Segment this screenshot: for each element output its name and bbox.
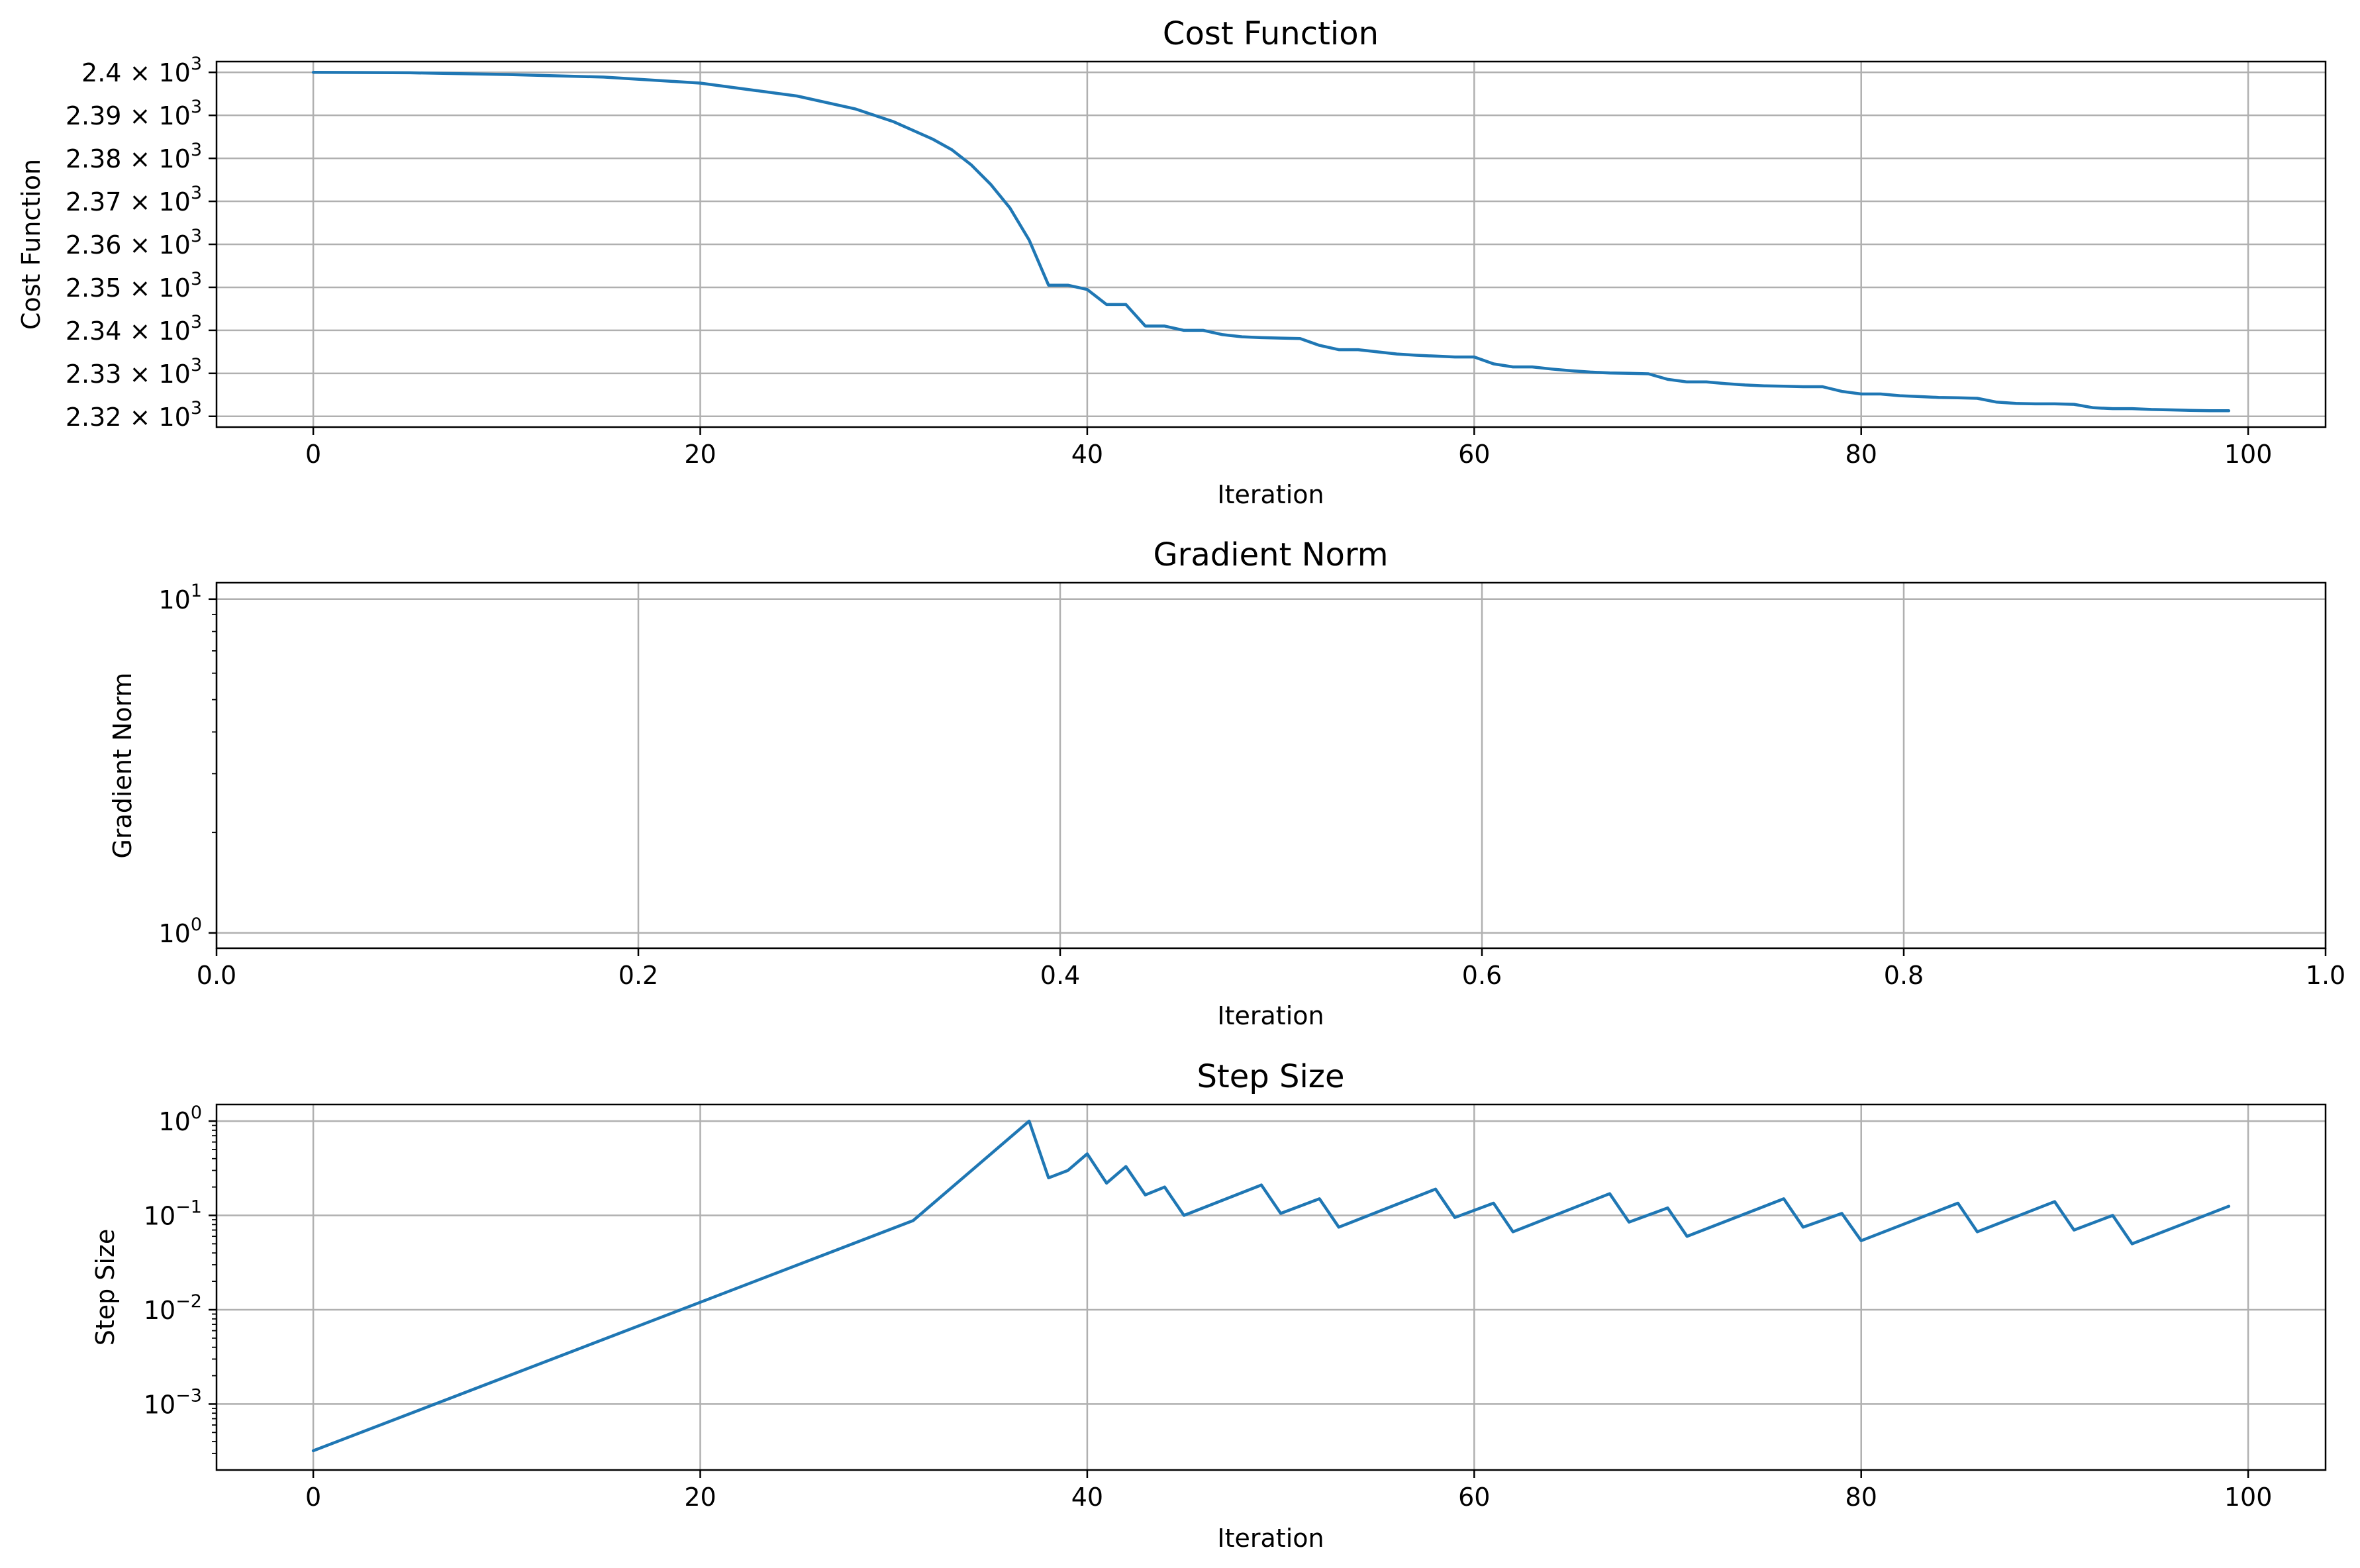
gradient-norm-x-tick-label: 0.4 bbox=[1040, 961, 1080, 990]
cost-function-x-tick-label: 0 bbox=[305, 440, 321, 469]
cost-function-y-tick-label: 2.32 × 103 bbox=[66, 398, 202, 432]
cost-function-x-axis-label: Iteration bbox=[1217, 480, 1324, 509]
gradient-norm-x-tick-label: 0.8 bbox=[1884, 961, 1924, 990]
step-size-y-tick-label: 10−3 bbox=[144, 1385, 202, 1419]
cost-function-y-tick-label: 2.39 × 103 bbox=[66, 97, 202, 130]
step-size-panel: 0 20 40 60 80 100 10−3 10−2 10−1 100 Step Size I… bbox=[91, 1058, 2327, 1553]
step-size-y-ticks: 10−3 10−2 10−1 100 bbox=[144, 1102, 217, 1454]
cost-function-y-ticks: 2.32 × 103 2.33 × 103 2.34 × 103 2.35 × 103… bbox=[66, 54, 217, 432]
step-size-x-tick-label: 40 bbox=[1071, 1483, 1103, 1512]
gradient-norm-y-axis-label: Gradient Norm bbox=[108, 672, 137, 858]
cost-function-y-tick-label: 2.37 × 103 bbox=[66, 183, 202, 217]
gradient-norm-x-axis-label: Iteration bbox=[1217, 1001, 1324, 1030]
cost-function-x-tick-label: 80 bbox=[1845, 440, 1877, 469]
cost-function-x-ticks: 0 20 40 60 80 100 bbox=[305, 427, 2272, 469]
cost-function-x-tick-label: 40 bbox=[1071, 440, 1103, 469]
step-size-grid bbox=[217, 1104, 2326, 1470]
cost-function-y-tick-label: 2.33 × 103 bbox=[66, 355, 202, 389]
gradient-norm-x-tick-label: 0.6 bbox=[1462, 961, 1502, 990]
cost-function-y-tick-label: 2.38 × 103 bbox=[66, 140, 202, 173]
gradient-norm-x-tick-label: 0.2 bbox=[618, 961, 658, 990]
step-size-y-axis-label: Step Size bbox=[91, 1229, 120, 1346]
cost-function-y-axis-label: Cost Function bbox=[17, 159, 46, 330]
step-size-x-axis-label: Iteration bbox=[1217, 1524, 1324, 1553]
step-size-title: Step Size bbox=[1197, 1058, 1344, 1095]
step-size-y-tick-label: 10−1 bbox=[144, 1197, 202, 1231]
gradient-norm-x-tick-label: 1.0 bbox=[2306, 961, 2345, 990]
step-size-y-tick-label: 100 bbox=[158, 1102, 202, 1136]
step-size-x-tick-label: 60 bbox=[1458, 1483, 1490, 1512]
cost-function-x-tick-label: 20 bbox=[684, 440, 716, 469]
step-size-x-tick-label: 80 bbox=[1845, 1483, 1877, 1512]
gradient-norm-x-ticks: 0.0 0.2 0.4 0.6 0.8 1.0 bbox=[197, 948, 2345, 990]
cost-function-x-tick-label: 60 bbox=[1458, 440, 1490, 469]
gradient-norm-y-tick-label: 101 bbox=[158, 581, 202, 614]
gradient-norm-grid bbox=[215, 583, 2327, 948]
cost-function-grid bbox=[217, 62, 2326, 427]
gradient-norm-y-tick-label: 100 bbox=[158, 914, 202, 948]
step-size-x-tick-label: 20 bbox=[684, 1483, 716, 1512]
gradient-norm-y-ticks: 100 101 bbox=[158, 581, 217, 948]
step-size-series-line bbox=[311, 1119, 2231, 1453]
gradient-norm-axes-frame bbox=[215, 581, 2327, 950]
cost-function-title: Cost Function bbox=[1163, 15, 1379, 52]
step-size-y-tick-label: 10−2 bbox=[144, 1291, 202, 1325]
cost-function-x-tick-label: 100 bbox=[2224, 440, 2273, 469]
cost-function-series-line bbox=[311, 70, 2231, 413]
gradient-norm-title: Gradient Norm bbox=[1153, 536, 1388, 573]
gradient-norm-x-tick-label: 0.0 bbox=[197, 961, 236, 990]
step-size-plot-area bbox=[311, 1119, 2231, 1453]
step-size-x-tick-label: 0 bbox=[305, 1483, 321, 1512]
step-size-x-tick-label: 100 bbox=[2224, 1483, 2273, 1512]
cost-function-y-tick-label: 2.4 × 103 bbox=[81, 54, 202, 87]
cost-function-plot-area bbox=[311, 70, 2231, 413]
cost-function-y-tick-label: 2.35 × 103 bbox=[66, 269, 202, 303]
step-size-x-ticks: 0 20 40 60 80 100 bbox=[305, 1470, 2272, 1512]
step-size-axes-frame bbox=[215, 1103, 2327, 1471]
cost-function-y-tick-label: 2.36 × 103 bbox=[66, 226, 202, 260]
cost-function-panel: 0 20 40 60 80 100 2.32 × 103 2.33 × 103 2.34 × … bbox=[17, 15, 2327, 509]
cost-function-y-tick-label: 2.34 × 103 bbox=[66, 312, 202, 346]
